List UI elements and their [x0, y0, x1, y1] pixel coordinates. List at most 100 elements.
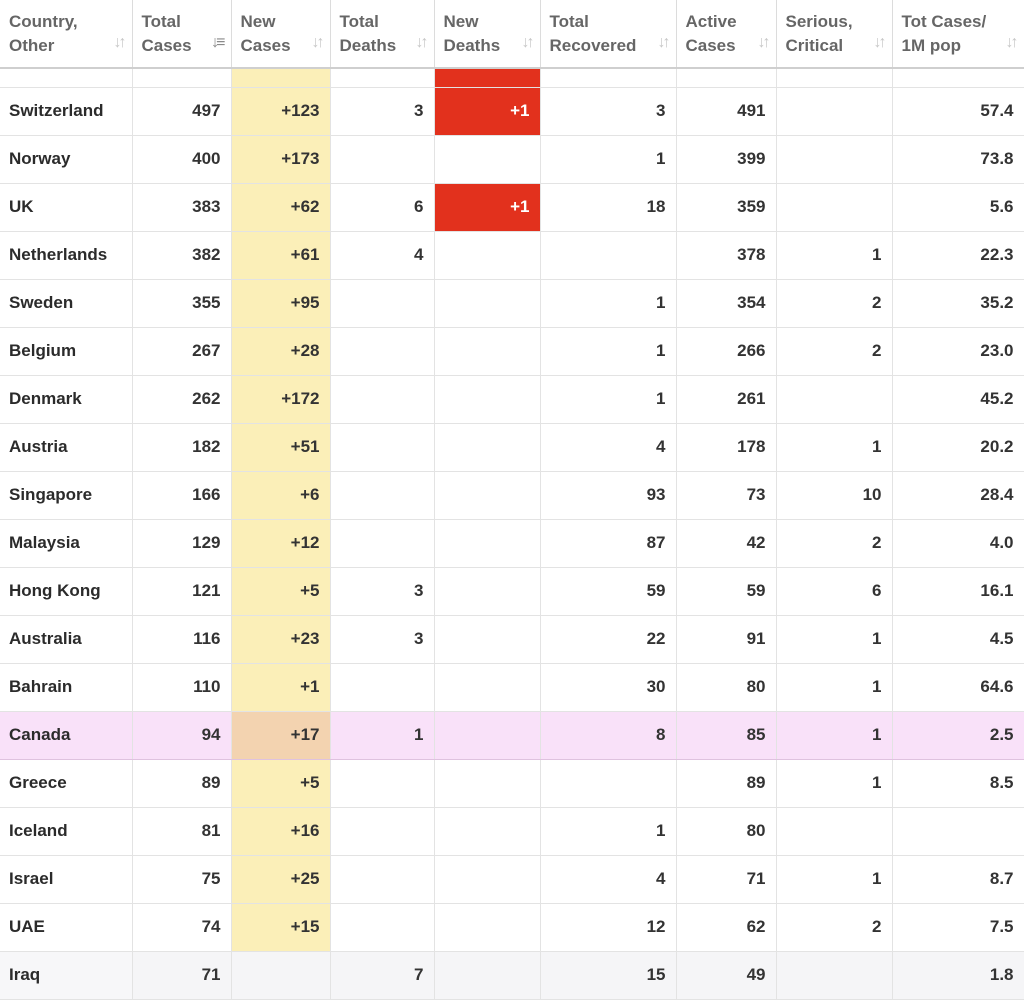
new-cases-cell: +172 — [231, 375, 331, 424]
country-cell[interactable]: Israel — [0, 855, 133, 904]
country-cell[interactable]: Greece — [0, 759, 133, 808]
table-row: Switzerland 497 +123 3 +1 3 491 57.4 — [0, 87, 1024, 136]
country-cell[interactable]: UAE — [0, 903, 133, 952]
active-cases-cell: 178 — [676, 423, 777, 472]
column-header-label: Total Cases — [141, 12, 192, 55]
total-cases-cell: 382 — [132, 231, 232, 280]
total-cases-cell: 355 — [132, 279, 232, 328]
sort-neutral-icon[interactable]: ↓↑ — [415, 34, 429, 51]
table-body: Switzerland 497 +123 3 +1 3 491 57.4 Norway 400 +1… — [0, 68, 1024, 1000]
table-row: Netherlands 382 +61 4 378 1 22.3 — [0, 231, 1024, 280]
country-cell[interactable]: Sweden — [0, 279, 133, 328]
active-cases-cell: 266 — [676, 327, 777, 376]
per-million-cell: 23.0 — [892, 327, 1024, 376]
country-cell[interactable]: Singapore — [0, 471, 133, 520]
per-million-cell: 20.2 — [892, 423, 1024, 472]
column-header-new-cases[interactable]: New Cases ↓↑ — [231, 0, 331, 69]
sort-neutral-icon[interactable]: ↓↑ — [521, 34, 535, 51]
new-deaths-cell — [434, 855, 541, 904]
country-cell[interactable]: Austria — [0, 423, 133, 472]
new-deaths-cell: +1 — [434, 183, 541, 232]
sort-neutral-icon[interactable]: ↓↑ — [311, 34, 325, 51]
total-recovered-cell: 1 — [540, 135, 677, 184]
per-million-cell: 16.1 — [892, 567, 1024, 616]
sort-neutral-icon[interactable]: ↓↑ — [757, 34, 771, 51]
country-cell[interactable]: Iceland — [0, 807, 133, 856]
table-row: Canada 94 +17 1 8 85 1 2.5 — [0, 711, 1024, 760]
country-cell[interactable]: Iraq — [0, 951, 133, 1000]
country-cell[interactable]: Netherlands — [0, 231, 133, 280]
serious-critical-cell: 2 — [776, 279, 893, 328]
new-cases-cell: +23 — [231, 615, 331, 664]
active-cases-cell: 59 — [676, 567, 777, 616]
column-header-label: Total Recovered — [549, 12, 637, 55]
new-deaths-cell — [434, 519, 541, 568]
column-header-country[interactable]: Country, Other ↓↑ — [0, 0, 133, 69]
total-recovered-cell: 3 — [540, 87, 677, 136]
total-recovered-cell: 1 — [540, 375, 677, 424]
country-cell[interactable]: Hong Kong — [0, 567, 133, 616]
total-cases-cell: 74 — [132, 903, 232, 952]
header-row: Country, Other ↓↑ Total Cases ↓≡ New Cases ↓↑… — [0, 0, 1024, 69]
country-cell[interactable]: Bahrain — [0, 663, 133, 712]
country-cell[interactable] — [0, 68, 133, 88]
active-cases-cell: 62 — [676, 903, 777, 952]
total-cases-cell: 116 — [132, 615, 232, 664]
country-cell[interactable]: Denmark — [0, 375, 133, 424]
total-recovered-cell — [540, 68, 677, 88]
column-header-new-deaths[interactable]: New Deaths ↓↑ — [434, 0, 541, 69]
column-header-active-cases[interactable]: Active Cases ↓↑ — [676, 0, 777, 69]
new-deaths-cell — [434, 471, 541, 520]
sort-neutral-icon[interactable]: ↓↑ — [657, 34, 671, 51]
country-cell[interactable]: Canada — [0, 711, 133, 760]
new-cases-cell: +6 — [231, 471, 331, 520]
serious-critical-cell: 1 — [776, 663, 893, 712]
sort-neutral-icon[interactable]: ↓↑ — [873, 34, 887, 51]
total-deaths-cell: 6 — [330, 183, 435, 232]
column-header-total-cases[interactable]: Total Cases ↓≡ — [132, 0, 232, 69]
total-deaths-cell — [330, 471, 435, 520]
per-million-cell: 2.5 — [892, 711, 1024, 760]
sort-neutral-icon[interactable]: ↓↑ — [1005, 34, 1019, 51]
new-deaths-cell: +1 — [434, 87, 541, 136]
table-row: Israel 75 +25 4 71 1 8.7 — [0, 855, 1024, 904]
total-deaths-cell — [330, 279, 435, 328]
country-cell[interactable]: UK — [0, 183, 133, 232]
total-recovered-cell — [540, 759, 677, 808]
sort-desc-icon[interactable]: ↓≡ — [211, 34, 225, 51]
per-million-cell: 35.2 — [892, 279, 1024, 328]
per-million-cell: 8.5 — [892, 759, 1024, 808]
country-cell[interactable]: Australia — [0, 615, 133, 664]
total-cases-cell: 262 — [132, 375, 232, 424]
sort-neutral-icon[interactable]: ↓↑ — [113, 34, 127, 51]
total-cases-cell: 400 — [132, 135, 232, 184]
total-deaths-cell: 7 — [330, 951, 435, 1000]
total-deaths-cell — [330, 375, 435, 424]
new-deaths-cell — [434, 135, 541, 184]
table-row: Austria 182 +51 4 178 1 20.2 — [0, 423, 1024, 472]
serious-critical-cell: 1 — [776, 711, 893, 760]
country-cell[interactable]: Malaysia — [0, 519, 133, 568]
country-cell[interactable]: Belgium — [0, 327, 133, 376]
per-million-cell: 5.6 — [892, 183, 1024, 232]
total-cases-cell: 110 — [132, 663, 232, 712]
active-cases-cell — [676, 68, 777, 88]
table-row: UK 383 +62 6 +1 18 359 5.6 — [0, 183, 1024, 232]
total-deaths-cell — [330, 327, 435, 376]
serious-critical-cell: 2 — [776, 903, 893, 952]
column-header-total-deaths[interactable]: Total Deaths ↓↑ — [330, 0, 435, 69]
new-cases-cell: +51 — [231, 423, 331, 472]
table-row: Belgium 267 +28 1 266 2 23.0 — [0, 327, 1024, 376]
country-cell[interactable]: Norway — [0, 135, 133, 184]
column-header-total-recovered[interactable]: Total Recovered ↓↑ — [540, 0, 677, 69]
column-header-tot-cases-per-1m[interactable]: Tot Cases/ 1M pop ↓↑ — [892, 0, 1024, 69]
column-header-serious-critical[interactable]: Serious, Critical ↓↑ — [776, 0, 893, 69]
country-cell[interactable]: Switzerland — [0, 87, 133, 136]
active-cases-cell: 80 — [676, 663, 777, 712]
total-recovered-cell: 1 — [540, 327, 677, 376]
active-cases-cell: 89 — [676, 759, 777, 808]
new-deaths-cell — [434, 375, 541, 424]
total-deaths-cell: 4 — [330, 231, 435, 280]
table-row: Singapore 166 +6 93 73 10 28.4 — [0, 471, 1024, 520]
total-cases-cell: 75 — [132, 855, 232, 904]
